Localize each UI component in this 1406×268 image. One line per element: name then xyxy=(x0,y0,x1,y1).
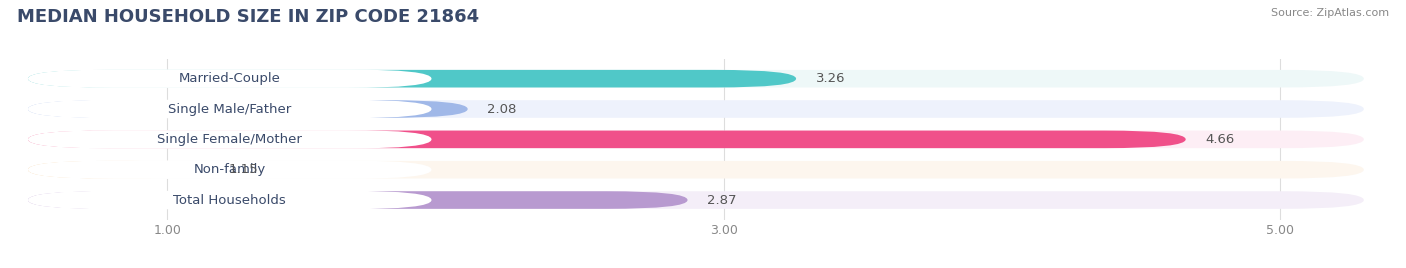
FancyBboxPatch shape xyxy=(28,100,432,118)
FancyBboxPatch shape xyxy=(28,191,432,209)
FancyBboxPatch shape xyxy=(28,161,1364,178)
Text: Single Male/Father: Single Male/Father xyxy=(169,103,291,116)
Text: 4.66: 4.66 xyxy=(1205,133,1234,146)
FancyBboxPatch shape xyxy=(28,100,1364,118)
FancyBboxPatch shape xyxy=(28,70,1364,87)
FancyBboxPatch shape xyxy=(28,161,432,179)
FancyBboxPatch shape xyxy=(28,100,468,118)
Text: 2.08: 2.08 xyxy=(486,103,516,116)
Text: 1.15: 1.15 xyxy=(228,163,257,176)
Text: Non-family: Non-family xyxy=(194,163,266,176)
FancyBboxPatch shape xyxy=(28,191,1364,209)
Text: 3.26: 3.26 xyxy=(815,72,845,85)
FancyBboxPatch shape xyxy=(28,70,796,87)
FancyBboxPatch shape xyxy=(28,69,432,88)
FancyBboxPatch shape xyxy=(28,191,688,209)
FancyBboxPatch shape xyxy=(28,131,1185,148)
FancyBboxPatch shape xyxy=(28,131,1364,148)
Text: MEDIAN HOUSEHOLD SIZE IN ZIP CODE 21864: MEDIAN HOUSEHOLD SIZE IN ZIP CODE 21864 xyxy=(17,8,479,26)
Text: Total Households: Total Households xyxy=(173,193,285,207)
Text: Married-Couple: Married-Couple xyxy=(179,72,281,85)
FancyBboxPatch shape xyxy=(28,130,432,148)
Text: Single Female/Mother: Single Female/Mother xyxy=(157,133,302,146)
FancyBboxPatch shape xyxy=(28,161,209,178)
Text: Source: ZipAtlas.com: Source: ZipAtlas.com xyxy=(1271,8,1389,18)
Text: 2.87: 2.87 xyxy=(707,193,737,207)
